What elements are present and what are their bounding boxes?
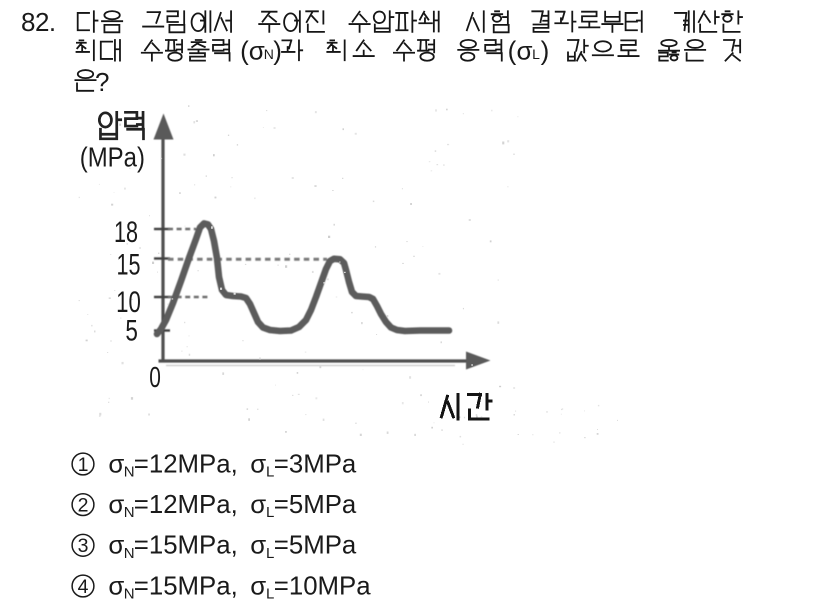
svg-text:?: ?	[95, 67, 109, 97]
svg-text:82.: 82.	[21, 7, 56, 37]
svg-text:): )	[541, 35, 550, 65]
svg-text:N: N	[124, 464, 135, 481]
svg-text:σ: σ	[108, 572, 124, 600]
svg-text:=12MPa,: =12MPa,	[134, 491, 238, 519]
svg-text:σ: σ	[250, 450, 266, 478]
svg-text:=12MPa,: =12MPa,	[134, 450, 238, 478]
svg-text:=15MPa,: =15MPa,	[134, 532, 238, 560]
svg-text:L: L	[532, 46, 540, 62]
svg-text:15: 15	[117, 247, 141, 281]
svg-text:L: L	[266, 464, 274, 481]
svg-text:N: N	[264, 46, 274, 62]
svg-text:=5MPa: =5MPa	[274, 491, 357, 519]
svg-text:(MPa): (MPa)	[80, 143, 145, 173]
svg-text:(: (	[508, 35, 517, 65]
svg-text:): )	[273, 35, 282, 65]
svg-text:L: L	[266, 545, 274, 562]
svg-text:σ: σ	[250, 532, 266, 560]
svg-text:0: 0	[149, 362, 161, 394]
svg-text:σ: σ	[250, 491, 266, 519]
svg-text:L: L	[266, 586, 274, 603]
svg-text:18: 18	[114, 214, 138, 248]
svg-text:=3MPa: =3MPa	[274, 450, 357, 478]
svg-text:N: N	[124, 586, 135, 603]
svg-text:σ: σ	[250, 572, 266, 600]
svg-text:N: N	[124, 504, 135, 521]
svg-text:1: 1	[78, 454, 89, 476]
svg-text:L: L	[266, 504, 274, 521]
svg-text:σ: σ	[108, 491, 124, 519]
svg-text:5: 5	[125, 313, 138, 347]
svg-text:10: 10	[116, 285, 141, 319]
svg-text:3: 3	[78, 535, 89, 557]
svg-text:4: 4	[78, 576, 89, 598]
svg-text:(: (	[240, 35, 249, 65]
svg-text:2: 2	[78, 494, 89, 516]
svg-text:=15MPa,: =15MPa,	[134, 572, 238, 600]
svg-text:=5MPa: =5MPa	[274, 532, 357, 560]
svg-text:=10MPa: =10MPa	[274, 572, 371, 600]
svg-text:σ: σ	[249, 35, 265, 65]
svg-text:σ: σ	[108, 450, 124, 478]
svg-text:N: N	[124, 545, 135, 562]
svg-text:σ: σ	[517, 35, 533, 65]
svg-text:σ: σ	[108, 532, 124, 560]
